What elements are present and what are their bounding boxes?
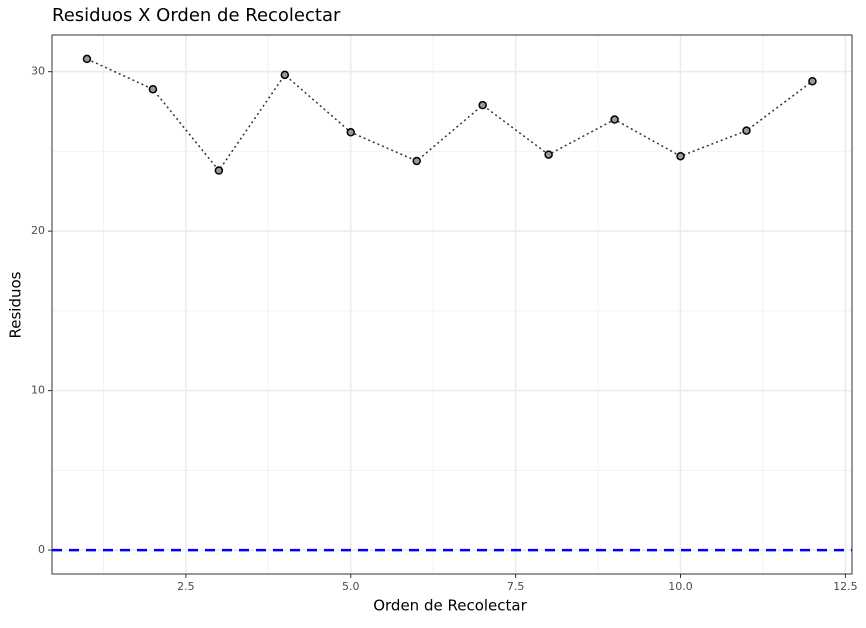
x-tick-label: 10.0 xyxy=(668,580,693,593)
data-point xyxy=(412,156,421,166)
y-tick-label: 10 xyxy=(31,384,45,397)
data-point xyxy=(676,151,685,161)
data-point xyxy=(82,54,92,64)
x-axis-label: Orden de Recolectar xyxy=(373,597,527,615)
y-axis-label: Residuos xyxy=(7,271,25,338)
data-point xyxy=(346,128,356,137)
chart-title: Residuos X Orden de Recolectar xyxy=(52,5,341,26)
panel-border xyxy=(51,34,853,575)
y-tick-label: 0 xyxy=(38,543,45,556)
data-point xyxy=(280,70,290,80)
y-tick-label: 30 xyxy=(31,65,45,78)
x-tick-label: 2.5 xyxy=(177,580,195,593)
data-point xyxy=(478,100,487,110)
x-tick-label: 7.5 xyxy=(507,580,525,593)
data-point xyxy=(610,115,619,124)
data-point xyxy=(742,126,751,135)
y-tick-label: 20 xyxy=(31,224,45,237)
data-point xyxy=(214,166,224,175)
x-tick-label: 5.0 xyxy=(342,580,360,593)
series-line xyxy=(86,58,813,172)
x-tick-label: 12.5 xyxy=(833,580,858,593)
data-point xyxy=(808,76,817,86)
data-point xyxy=(544,150,553,159)
data-point xyxy=(148,84,158,94)
